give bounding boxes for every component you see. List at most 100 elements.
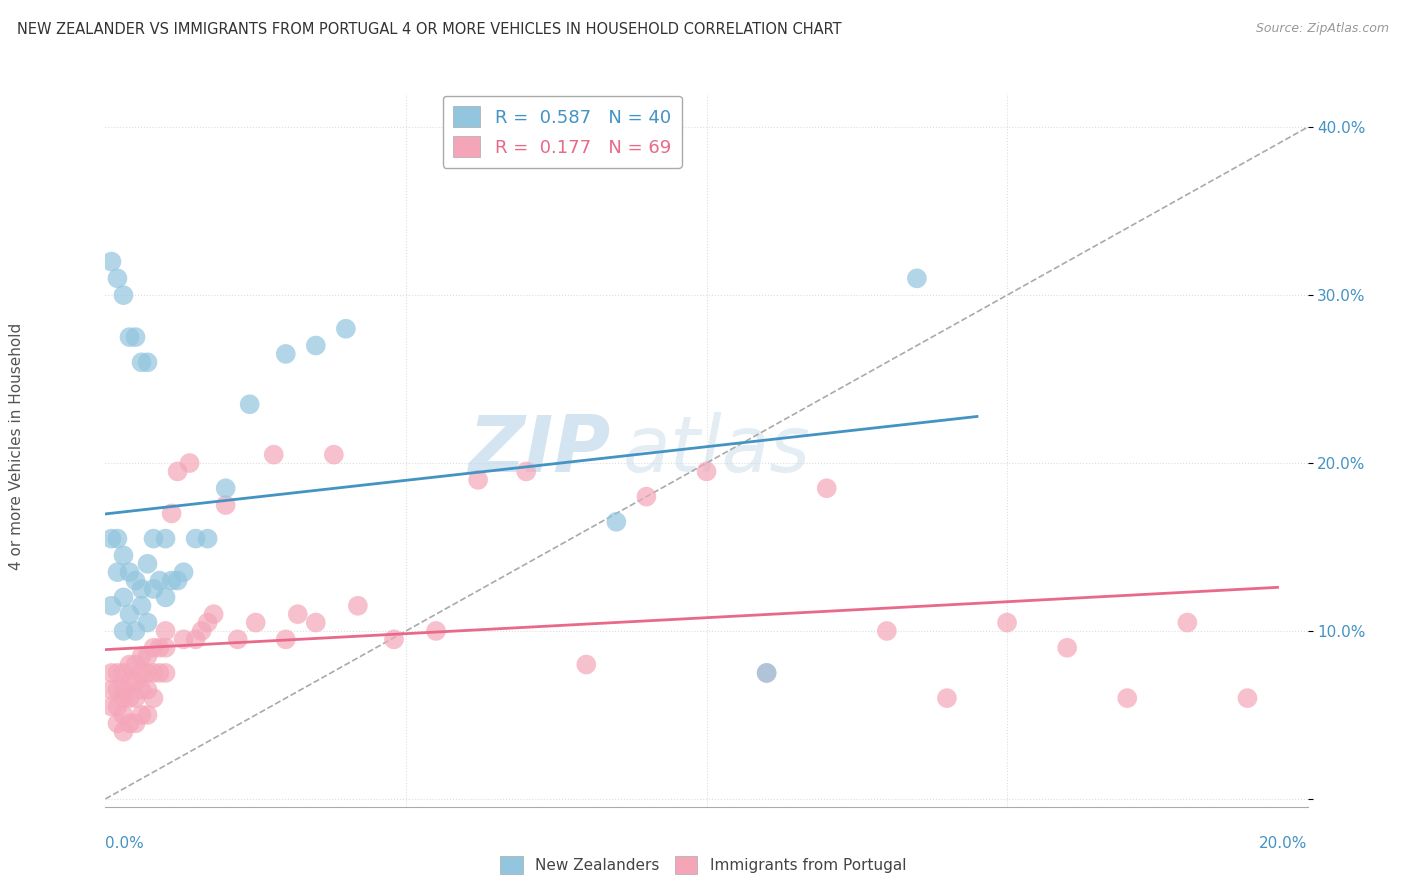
Point <box>107 716 129 731</box>
Point <box>107 699 129 714</box>
Point <box>755 665 778 680</box>
Point <box>214 498 236 512</box>
Point <box>815 481 838 495</box>
Text: Source: ZipAtlas.com: Source: ZipAtlas.com <box>1256 22 1389 36</box>
Point <box>1175 615 1198 630</box>
Point <box>142 665 165 680</box>
Point <box>905 271 928 285</box>
Point <box>118 674 141 689</box>
Point <box>118 607 141 622</box>
Point <box>166 465 188 479</box>
Point <box>155 532 177 546</box>
Point <box>136 615 159 630</box>
Point <box>876 624 898 638</box>
Point <box>112 624 135 638</box>
Point <box>131 649 153 664</box>
Point <box>148 640 170 655</box>
Point <box>107 665 129 680</box>
Point <box>131 665 153 680</box>
Point <box>347 599 370 613</box>
Legend: R =  0.587   N = 40, R =  0.177   N = 69: R = 0.587 N = 40, R = 0.177 N = 69 <box>443 95 682 168</box>
Text: 20.0%: 20.0% <box>1260 836 1308 851</box>
Point <box>305 338 328 352</box>
Point <box>214 481 236 495</box>
Point <box>322 448 344 462</box>
Point <box>107 271 129 285</box>
Point <box>636 490 658 504</box>
Point <box>148 574 170 588</box>
Point <box>202 607 225 622</box>
Point <box>131 682 153 697</box>
Point <box>148 665 170 680</box>
Point <box>274 347 297 361</box>
Point <box>160 507 183 521</box>
Point <box>131 599 153 613</box>
Point <box>155 624 177 638</box>
Text: 0.0%: 0.0% <box>105 836 145 851</box>
Text: 4 or more Vehicles in Household: 4 or more Vehicles in Household <box>10 322 24 570</box>
Point <box>173 632 195 647</box>
Point <box>100 665 122 680</box>
Point <box>155 591 177 605</box>
Point <box>112 707 135 722</box>
Point <box>136 649 159 664</box>
Point <box>425 624 447 638</box>
Point <box>1236 691 1258 706</box>
Point <box>112 591 135 605</box>
Point <box>124 657 146 672</box>
Point <box>467 473 489 487</box>
Point <box>136 665 159 680</box>
Point <box>155 665 177 680</box>
Text: atlas: atlas <box>623 412 810 489</box>
Point <box>107 682 129 697</box>
Point <box>100 682 122 697</box>
Point <box>100 254 122 268</box>
Point <box>142 691 165 706</box>
Point <box>936 691 959 706</box>
Point <box>112 691 135 706</box>
Point <box>112 682 135 697</box>
Point <box>118 691 141 706</box>
Point <box>179 456 201 470</box>
Point <box>287 607 309 622</box>
Point <box>112 288 135 302</box>
Point <box>100 599 122 613</box>
Point <box>305 615 328 630</box>
Point <box>136 682 159 697</box>
Point <box>755 665 778 680</box>
Point <box>245 615 267 630</box>
Point <box>112 724 135 739</box>
Point <box>197 615 219 630</box>
Point <box>112 549 135 563</box>
Point <box>124 716 146 731</box>
Point <box>118 716 141 731</box>
Point <box>575 657 598 672</box>
Point <box>118 657 141 672</box>
Text: ZIP: ZIP <box>468 412 610 489</box>
Point <box>605 515 627 529</box>
Point <box>197 532 219 546</box>
Point <box>136 557 159 571</box>
Point <box>995 615 1018 630</box>
Point <box>100 532 122 546</box>
Point <box>184 532 207 546</box>
Point <box>226 632 249 647</box>
Point <box>239 397 262 411</box>
Point <box>118 330 141 344</box>
Point <box>160 574 183 588</box>
Point <box>107 532 129 546</box>
Legend: New Zealanders, Immigrants from Portugal: New Zealanders, Immigrants from Portugal <box>494 850 912 880</box>
Point <box>131 582 153 596</box>
Text: NEW ZEALANDER VS IMMIGRANTS FROM PORTUGAL 4 OR MORE VEHICLES IN HOUSEHOLD CORREL: NEW ZEALANDER VS IMMIGRANTS FROM PORTUGA… <box>17 22 842 37</box>
Point <box>100 699 122 714</box>
Point <box>124 691 146 706</box>
Point <box>142 640 165 655</box>
Point <box>124 574 146 588</box>
Point <box>274 632 297 647</box>
Point <box>335 322 357 336</box>
Point <box>107 565 129 579</box>
Point <box>515 465 537 479</box>
Point <box>124 330 146 344</box>
Point <box>382 632 405 647</box>
Point <box>131 707 153 722</box>
